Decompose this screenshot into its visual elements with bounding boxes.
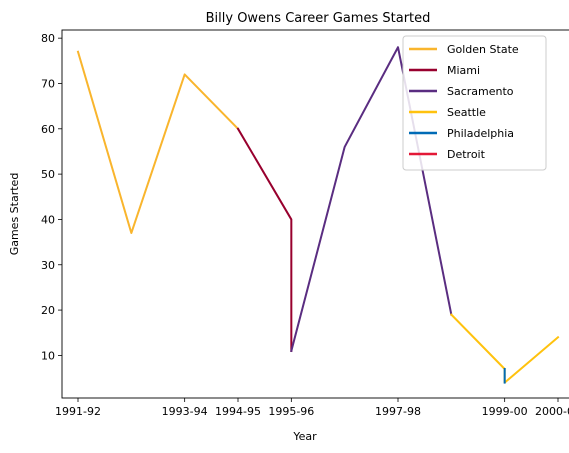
legend-label-0: Golden State bbox=[447, 43, 519, 56]
y-tick-label: 40 bbox=[41, 213, 55, 226]
chart-title: Billy Owens Career Games Started bbox=[206, 11, 431, 26]
x-tick-label: 1994-95 bbox=[215, 405, 261, 418]
plot-frame bbox=[61, 29, 569, 399]
legend-label-2: Sacramento bbox=[447, 85, 514, 98]
legend-label-1: Miami bbox=[447, 64, 480, 77]
series-line-1 bbox=[236, 127, 293, 352]
y-axis: 10 20 30 40 50 60 70 80 bbox=[41, 32, 62, 362]
legend-label-4: Philadelphia bbox=[447, 127, 514, 140]
y-tick-label: 80 bbox=[41, 32, 55, 45]
legend-box bbox=[402, 35, 547, 171]
x-tick-label: 1997-98 bbox=[375, 405, 421, 418]
y-axis-label: Games Started bbox=[8, 173, 21, 256]
legend: Golden State Miami Sacramento Seattle Philad… bbox=[402, 35, 547, 171]
legend-label-5: Detroit bbox=[447, 148, 486, 161]
x-axis-label: Year bbox=[292, 430, 317, 443]
x-axis: 1991-92 1993-94 1994-95 1995-96 1997-98 1999-… bbox=[55, 398, 569, 418]
series-layer bbox=[76, 46, 560, 384]
x-tick-label: 1993-94 bbox=[162, 405, 208, 418]
y-tick-label: 30 bbox=[41, 259, 55, 272]
y-tick-label: 60 bbox=[41, 123, 55, 136]
x-tick-label: 1999-00 bbox=[482, 405, 528, 418]
series-line-0 bbox=[76, 50, 240, 235]
x-tick-label: 2000-01 bbox=[535, 405, 569, 418]
y-tick-label: 50 bbox=[41, 168, 55, 181]
y-tick-label: 70 bbox=[41, 77, 55, 90]
y-tick-label: 20 bbox=[41, 304, 55, 317]
x-tick-label: 1995-96 bbox=[268, 405, 314, 418]
y-tick-label: 10 bbox=[41, 349, 55, 362]
x-tick-label: 1991-92 bbox=[55, 405, 101, 418]
legend-label-3: Seattle bbox=[447, 106, 486, 119]
series-line-2 bbox=[290, 46, 453, 353]
